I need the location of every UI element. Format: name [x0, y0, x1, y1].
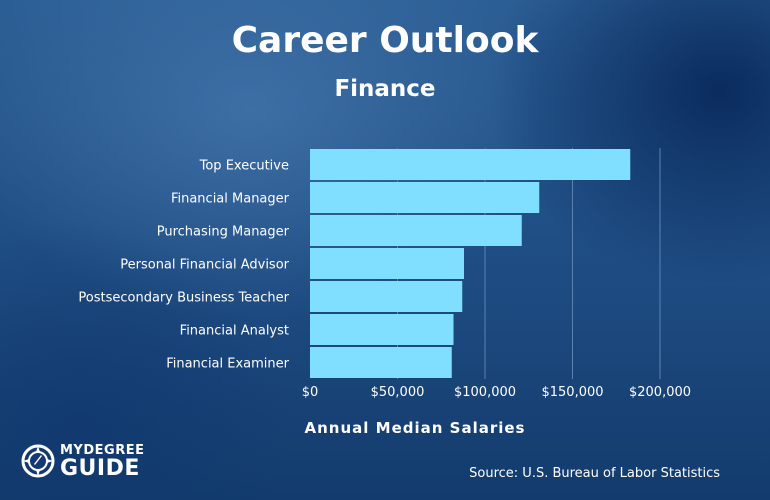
chart-subtitle: Finance: [334, 76, 436, 102]
x-tick-label: $200,000: [629, 385, 691, 400]
source-note: Source: U.S. Bureau of Labor Statistics: [469, 466, 720, 481]
category-label: Financial Analyst: [180, 324, 289, 339]
x-tick-label: $150,000: [541, 385, 603, 400]
x-tick-label: $100,000: [454, 385, 516, 400]
category-label: Financial Manager: [171, 192, 290, 207]
x-tick-label: $50,000: [371, 385, 425, 400]
bar: [310, 215, 522, 246]
category-label: Personal Financial Advisor: [120, 258, 289, 273]
logo-text-top: MYDEGREE: [60, 443, 145, 458]
category-label: Purchasing Manager: [157, 225, 290, 240]
bar: [310, 182, 540, 213]
bar: [310, 347, 452, 378]
logo-text-bottom: GUIDE: [60, 456, 140, 481]
chart-title: Career Outlook: [231, 20, 539, 61]
x-axis-title: Annual Median Salaries: [305, 419, 526, 437]
category-label: Financial Examiner: [166, 357, 289, 372]
site-logo: MYDEGREE GUIDE: [20, 441, 150, 481]
bar: [310, 248, 464, 279]
category-label: Top Executive: [199, 159, 289, 174]
bar: [310, 149, 631, 180]
x-tick-label: $0: [302, 385, 319, 400]
bar: [310, 314, 454, 345]
category-label: Postsecondary Business Teacher: [78, 291, 289, 306]
bar: [310, 281, 463, 312]
compass-icon: [21, 444, 55, 478]
